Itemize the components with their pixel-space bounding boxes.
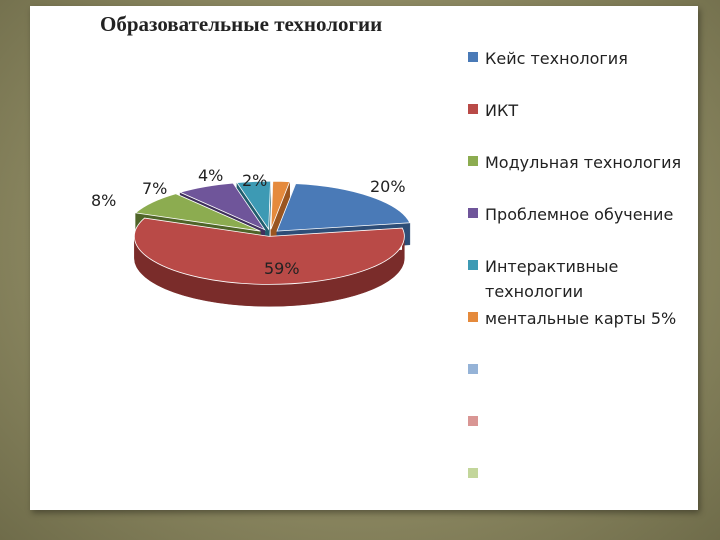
legend-label: Модульная технология: [485, 153, 682, 172]
legend-swatch: [468, 52, 478, 62]
legend-swatch: [468, 208, 478, 218]
pie-data-label: 59%: [264, 259, 300, 278]
legend-swatch: [468, 260, 478, 270]
legend-label: ментальные карты 5%: [485, 309, 677, 328]
legend-swatch: [468, 468, 478, 478]
pie-data-label: 8%: [91, 191, 116, 210]
pie-data-label: 20%: [370, 177, 406, 196]
pie-slice: [134, 193, 261, 232]
chart-title: Образовательные технологии: [100, 12, 383, 36]
pie-slice: [276, 183, 411, 232]
pie-slice: [270, 180, 291, 230]
pie-data-label: 2%: [242, 171, 267, 190]
legend-swatch: [468, 156, 478, 166]
pie-chart: 20% 59% 8% 7% 4% 2%: [91, 166, 411, 307]
pie-slice: [178, 182, 266, 231]
slide: Образовательные технологии 20% 59% 8% 7% 4% 2…: [30, 6, 698, 510]
legend-swatch: [468, 416, 478, 426]
legend-swatch: [468, 104, 478, 114]
legend-label: ИКТ: [485, 101, 519, 120]
legend-swatch: [468, 364, 478, 374]
pie-slice: [134, 217, 405, 285]
pie-data-label: 7%: [142, 179, 167, 198]
legend-label: Интерактивные технологии: [485, 257, 619, 301]
pie-data-label: 4%: [198, 166, 223, 185]
pie-slice: [236, 180, 271, 231]
legend-label: Проблемное обучение: [485, 205, 674, 224]
legend-label: Кейс технология: [485, 49, 628, 68]
legend-swatch: [468, 312, 478, 322]
